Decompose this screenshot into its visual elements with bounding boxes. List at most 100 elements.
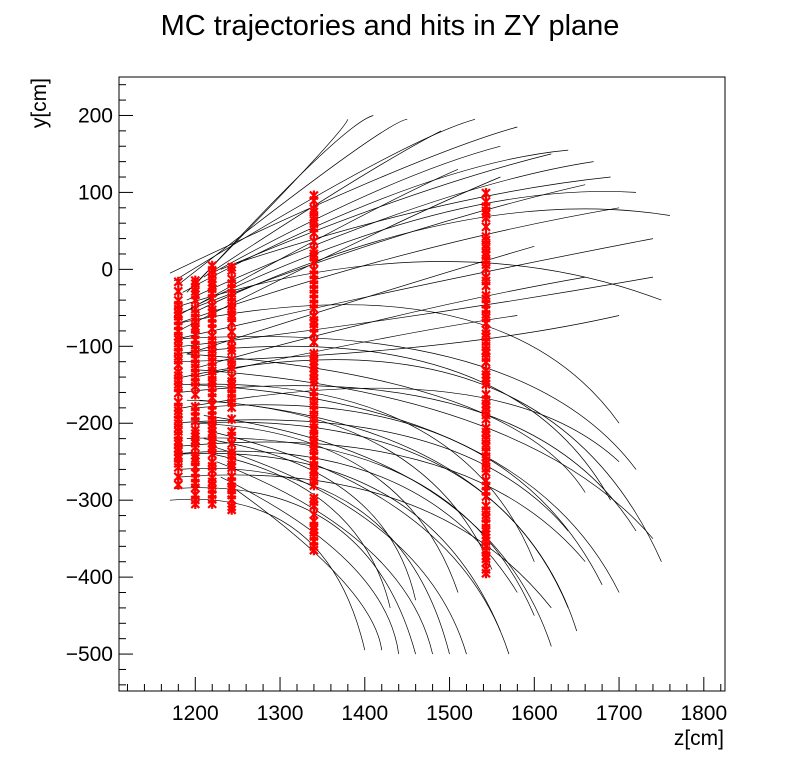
y-tick-label: −300 <box>66 489 113 512</box>
hit-marker <box>309 348 319 359</box>
trajectory-line <box>174 487 416 655</box>
hit-marker <box>226 446 237 457</box>
hit-marker <box>309 190 319 201</box>
trajectory-line <box>186 119 349 293</box>
plot-frame <box>118 76 726 692</box>
x-axis-label: z[cm] <box>674 727 724 750</box>
hit-marker <box>481 365 491 376</box>
x-tick-label: 1500 <box>426 702 473 725</box>
trajectory-line <box>182 453 501 632</box>
y-tick-label: 200 <box>78 104 113 127</box>
trajectory-line <box>178 474 552 609</box>
hit-marker <box>481 389 491 400</box>
hit-marker <box>481 272 491 283</box>
hit-marker <box>226 414 237 425</box>
trajectory-line <box>178 383 535 562</box>
trajectory-line <box>186 161 594 301</box>
hit-marker <box>190 304 201 314</box>
trajectory-line <box>186 437 535 616</box>
x-tick-label: 1800 <box>680 702 727 725</box>
trajectory-line <box>229 176 611 266</box>
trajectory-line <box>195 115 374 285</box>
trajectory-line <box>190 421 569 609</box>
y-tick-label: −400 <box>66 566 113 589</box>
trajectory-line <box>207 430 510 655</box>
trajectory-line <box>195 422 459 593</box>
trajectory-line <box>220 153 552 270</box>
hit-marker <box>309 337 319 348</box>
trajectory-line <box>190 276 586 370</box>
trajectory-line <box>212 445 467 655</box>
hit-marker <box>173 295 184 306</box>
trajectory-line <box>173 261 662 309</box>
hit-marker <box>309 509 319 520</box>
trajectory-line <box>178 207 620 324</box>
hit-marker <box>481 501 491 511</box>
hit-marker <box>226 471 237 482</box>
hit-marker <box>226 426 237 437</box>
trajectory-line <box>182 387 620 462</box>
hit-marker <box>226 274 237 285</box>
trajectory-line <box>174 345 611 501</box>
trajectory-line <box>186 399 493 570</box>
hit-marker <box>481 221 491 232</box>
trajectory-line <box>190 191 637 309</box>
hit-marker <box>309 386 319 397</box>
x-tick-label: 1300 <box>257 702 304 725</box>
trajectory-line <box>220 476 400 655</box>
trajectory-layer <box>169 115 670 655</box>
hit-marker <box>481 475 491 486</box>
y-tick-label: 100 <box>78 181 113 204</box>
axis-layer: 1200 1300 1400 1500 1600 1700 1800 200 100 0 −100 −… <box>66 84 727 725</box>
hit-marker <box>226 354 237 365</box>
trajectory-line <box>203 130 442 278</box>
trajectory-line <box>182 149 569 293</box>
hit-marker <box>190 425 201 436</box>
trajectory-line <box>178 385 637 532</box>
trajectory-line <box>178 238 654 339</box>
hit-marker <box>226 262 237 273</box>
hit-marker <box>173 286 184 297</box>
y-tick-label: −500 <box>66 643 113 666</box>
hit-marker <box>309 245 319 256</box>
x-tick-label: 1200 <box>172 702 219 725</box>
trajectory-line <box>195 208 670 313</box>
y-tick-label: 0 <box>101 258 113 281</box>
hit-marker <box>226 372 237 383</box>
hit-marker <box>481 188 491 199</box>
trajectory-line <box>178 168 459 316</box>
trajectory-line <box>228 484 383 651</box>
hit-layer <box>173 188 491 579</box>
hit-marker <box>309 493 319 504</box>
y-axis-label: y[cm] <box>28 78 51 128</box>
trajectory-line <box>203 438 416 601</box>
chart-title: MC trajectories and hits in ZY plane <box>161 10 620 42</box>
trajectory-line <box>186 245 535 355</box>
trajectory-line <box>174 419 569 532</box>
hit-marker <box>173 276 184 287</box>
trajectory-line <box>195 404 603 585</box>
x-tick-label: 1400 <box>341 702 388 725</box>
hit-marker <box>173 397 184 408</box>
trajectory-line <box>212 453 391 608</box>
trajectory-line <box>178 304 620 424</box>
trajectory-line <box>203 415 552 647</box>
hit-marker <box>481 196 491 207</box>
trajectory-line <box>178 441 586 562</box>
hit-marker <box>226 326 237 337</box>
hit-marker <box>309 236 319 247</box>
hit-marker <box>207 260 217 271</box>
hit-marker <box>481 423 491 434</box>
hit-marker <box>190 275 201 286</box>
x-tick-label: 1700 <box>596 702 643 725</box>
trajectory-line <box>178 118 408 285</box>
trajectory-line <box>182 276 654 347</box>
trajectory-line <box>178 315 620 363</box>
trajectory-line <box>186 353 586 493</box>
hit-marker <box>481 290 491 301</box>
hit-marker <box>481 231 491 242</box>
hit-marker <box>173 471 184 482</box>
x-tick-label: 1600 <box>511 702 558 725</box>
trajectory-line <box>182 336 637 470</box>
